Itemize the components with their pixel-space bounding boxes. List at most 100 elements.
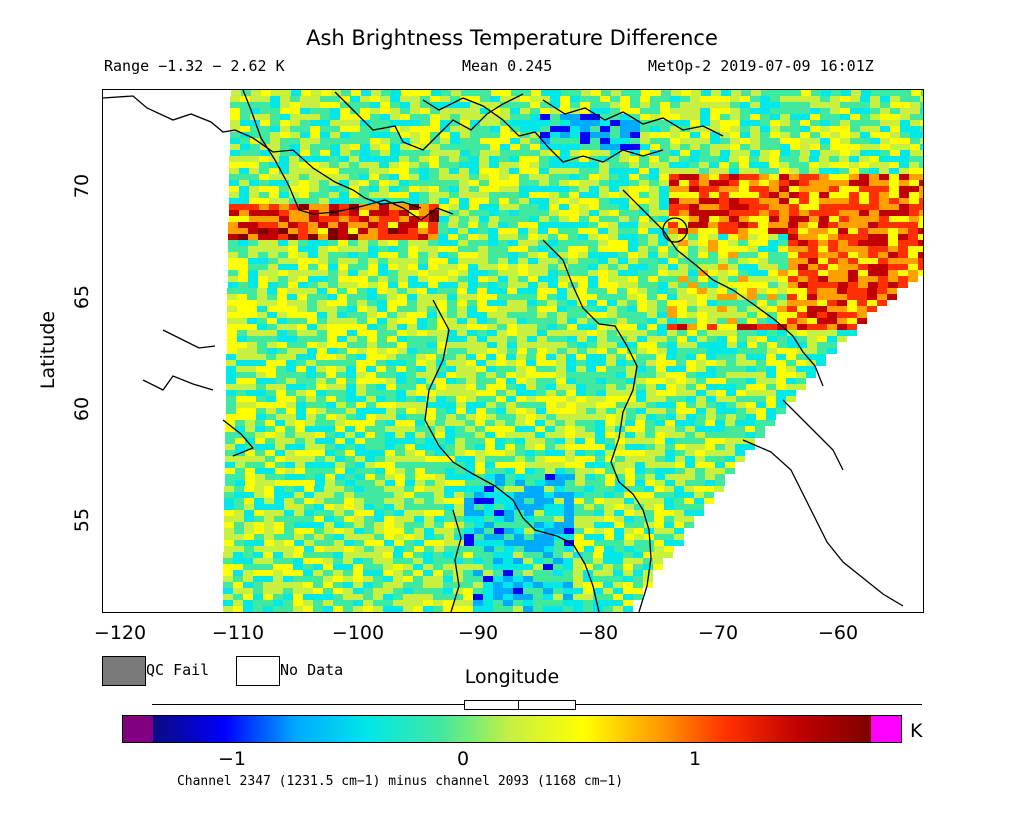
swath-cell (660, 126, 670, 132)
swath-cell (829, 156, 839, 162)
swath-cell (900, 114, 910, 120)
swath-cell (257, 330, 267, 336)
swath-cell (534, 546, 544, 552)
swath-cell (778, 252, 788, 258)
swath-cell (689, 192, 699, 198)
swath-cell (456, 384, 466, 390)
swath-cell (486, 414, 496, 420)
swath-cell (238, 240, 248, 246)
swath-cell (706, 384, 716, 390)
swath-cell (719, 216, 729, 222)
swath-cell (749, 180, 759, 186)
swath-cell (256, 360, 266, 366)
swath-cell (797, 300, 807, 306)
swath-cell (628, 228, 638, 234)
swath-cell (280, 150, 290, 156)
swath-cell (394, 510, 404, 516)
swath-cell (629, 174, 639, 180)
swath-cell (625, 438, 635, 444)
swath-cell (645, 462, 655, 468)
swath-cell (535, 468, 545, 474)
swath-cell (267, 324, 277, 330)
swath-cell (537, 294, 547, 300)
swath-cell (806, 366, 816, 372)
swath-cell (839, 156, 849, 162)
swath-cell (777, 348, 787, 354)
swath-cell (245, 432, 255, 438)
swath-cell (538, 282, 548, 288)
swath-cell (539, 156, 549, 162)
swath-cell (430, 126, 440, 132)
swath-cell (729, 174, 739, 180)
swath-cell (225, 420, 235, 426)
swath-cell (705, 474, 715, 480)
swath-cell (624, 504, 634, 510)
swath-cell (506, 396, 516, 402)
swath-cell (556, 390, 566, 396)
swath-cell (460, 132, 470, 138)
swath-cell (493, 570, 503, 576)
swath-cell (478, 222, 488, 228)
swath-cell (653, 552, 663, 558)
swath-cell (367, 312, 377, 318)
swath-cell (676, 366, 686, 372)
swath-cell (478, 264, 488, 270)
swath-cell (370, 102, 380, 108)
swath-cell (310, 132, 320, 138)
swath-cell (327, 324, 337, 330)
swath-cell (746, 390, 756, 396)
swath-cell (358, 282, 368, 288)
swath-cell (431, 90, 441, 96)
swath-cell (619, 162, 629, 168)
swath-cell (847, 312, 857, 318)
swath-cell (771, 90, 781, 96)
swath-cell (658, 282, 668, 288)
swath-cell (549, 168, 559, 174)
swath-cell (287, 348, 297, 354)
swath-cell (910, 102, 920, 108)
swath-cell (357, 342, 367, 348)
swath-cell (564, 522, 574, 528)
swath-cell (516, 408, 526, 414)
swath-cell (350, 132, 360, 138)
swath-cell (667, 330, 677, 336)
swath-cell (918, 222, 923, 228)
swath-cell (414, 546, 424, 552)
swath-cell (387, 312, 397, 318)
swath-cell (405, 456, 415, 462)
swath-cell (607, 330, 617, 336)
swath-cell (787, 312, 797, 318)
swath-cell (490, 150, 500, 156)
swath-cell (879, 162, 889, 168)
swath-cell (333, 576, 343, 582)
swath-cell (440, 150, 450, 156)
swath-cell (788, 264, 798, 270)
swath-cell (476, 354, 486, 360)
swath-cell (358, 270, 368, 276)
swath-cell (617, 318, 627, 324)
swath-cell (329, 186, 339, 192)
swath-cell (440, 144, 450, 150)
swath-cell (526, 366, 536, 372)
swath-cell (225, 480, 235, 486)
swath-cell (780, 102, 790, 108)
swath-cell (768, 222, 778, 228)
swath-cell (408, 276, 418, 282)
swath-cell (698, 222, 708, 228)
swath-cell (258, 276, 268, 282)
swath-cell (584, 510, 594, 516)
swath-cell (518, 240, 528, 246)
swath-cell (334, 540, 344, 546)
swath-cell (776, 366, 786, 372)
swath-cell (319, 216, 329, 222)
swath-cell (394, 492, 404, 498)
swath-cell (475, 438, 485, 444)
swath-cell (447, 330, 457, 336)
swath-cell (306, 378, 316, 384)
swath-cell (759, 198, 769, 204)
swath-cell (528, 264, 538, 270)
swath-cell (367, 288, 377, 294)
swath-cell (616, 408, 626, 414)
swath-cell (547, 288, 557, 294)
swath-cell (737, 324, 747, 330)
